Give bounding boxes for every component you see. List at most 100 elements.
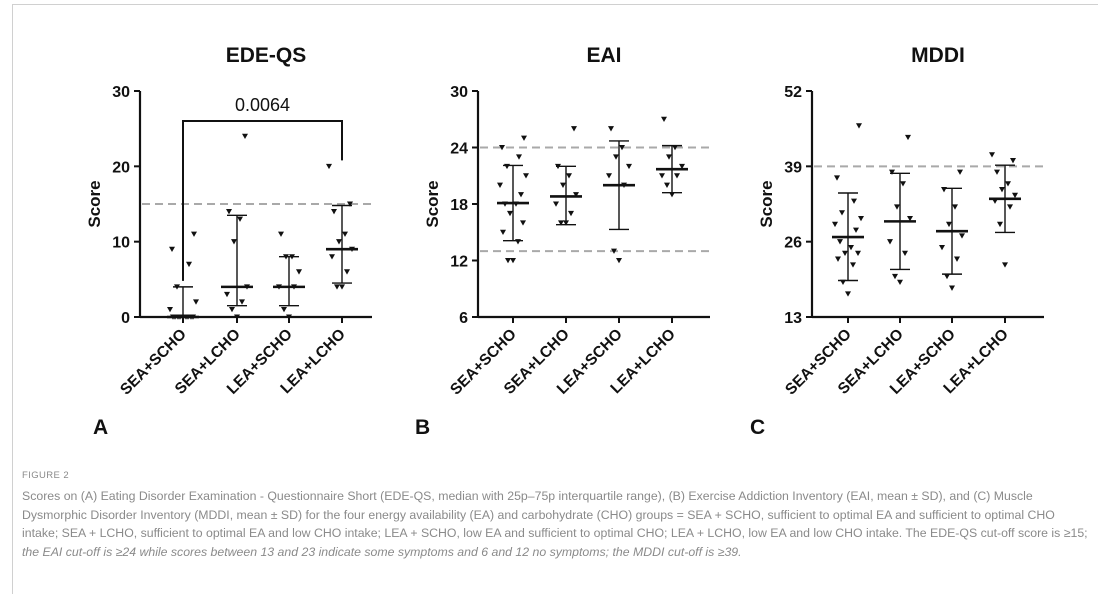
data-point: [666, 154, 672, 160]
y-axis-label: Score: [757, 180, 776, 227]
data-point: [521, 135, 527, 141]
data-point: [186, 261, 192, 268]
data-point: [242, 133, 248, 139]
data-point: [835, 256, 841, 262]
data-point: [957, 169, 963, 175]
y-tick-label: 26: [784, 235, 802, 252]
panel-label-A: A: [93, 416, 108, 439]
data-point: [674, 173, 680, 179]
data-point: [997, 221, 1003, 228]
data-point: [1007, 204, 1013, 210]
data-point: [842, 250, 848, 257]
data-point: [1002, 262, 1008, 268]
y-tick-label: 6: [459, 310, 468, 327]
data-point: [894, 204, 900, 210]
y-axis-label: Score: [423, 180, 442, 227]
data-point: [832, 221, 838, 228]
y-axis-label: Score: [85, 180, 104, 227]
y-tick-label: 39: [784, 159, 802, 176]
data-point: [286, 314, 292, 320]
data-point: [167, 306, 173, 313]
data-point: [169, 246, 175, 252]
data-point: [499, 145, 505, 151]
data-point: [568, 210, 574, 217]
data-point: [231, 239, 237, 245]
data-point: [281, 306, 287, 313]
data-point: [608, 126, 614, 132]
panel-title-C: MDDI: [911, 44, 965, 67]
figure-frame-top: [12, 4, 1098, 5]
panel-label-C: C: [750, 416, 765, 439]
y-tick-label: 52: [784, 84, 802, 101]
data-point: [613, 154, 619, 160]
figure-2-chart: EDE-QS0102030ScoreSEA+SCHOSEA+LCHOLEA+SC…: [85, 44, 1044, 439]
significance-p-value: 0.0064: [235, 95, 290, 115]
figure-frame-left: [12, 4, 13, 594]
data-point: [907, 215, 913, 222]
data-point: [858, 215, 864, 222]
data-point: [237, 216, 243, 222]
figure-caption: FIGURE 2 Scores on (A) Eating Disorder E…: [22, 470, 1090, 561]
y-tick-label: 30: [450, 84, 468, 101]
data-point: [347, 201, 353, 207]
data-point: [344, 269, 350, 275]
data-point: [520, 220, 526, 226]
data-point: [887, 239, 893, 245]
data-point: [339, 284, 345, 290]
data-point: [897, 279, 903, 286]
data-point: [558, 220, 564, 226]
data-point: [334, 284, 340, 290]
significance-bracket: [182, 120, 343, 281]
data-point: [856, 123, 862, 129]
data-point: [278, 231, 284, 237]
y-tick-label: 24: [450, 141, 468, 158]
data-point: [994, 169, 1000, 175]
caption-body: Scores on (A) Eating Disorder Examinatio…: [22, 489, 1088, 540]
y-tick-label: 30: [112, 84, 130, 101]
data-point: [1005, 181, 1011, 187]
data-point: [224, 291, 230, 298]
data-point: [669, 192, 675, 198]
data-point: [989, 152, 995, 158]
caption-italic: the EAI cut-off is ≥24 while scores betw…: [22, 544, 742, 559]
data-point: [672, 145, 678, 151]
data-point: [952, 204, 958, 210]
y-tick-label: 12: [450, 254, 468, 271]
data-point: [505, 258, 511, 264]
data-point: [939, 244, 945, 251]
data-point: [855, 250, 861, 257]
panel-label-B: B: [415, 416, 430, 439]
data-point: [944, 273, 950, 280]
y-tick-label: 10: [112, 235, 130, 252]
data-point: [902, 250, 908, 257]
data-point: [504, 163, 510, 170]
panel-title-A: EDE-QS: [226, 44, 307, 67]
data-point: [296, 269, 302, 275]
data-point: [659, 173, 665, 179]
data-point: [560, 182, 566, 188]
y-tick-label: 18: [450, 197, 468, 214]
data-point: [848, 244, 854, 251]
data-point: [515, 239, 521, 245]
y-tick-label: 13: [784, 310, 802, 327]
data-point: [946, 221, 952, 228]
data-point: [523, 173, 529, 179]
data-point: [851, 198, 857, 204]
figure-caption-label: FIGURE 2: [22, 470, 70, 481]
data-point: [331, 209, 337, 215]
data-point: [853, 227, 859, 233]
data-point: [837, 239, 843, 245]
y-tick-label: 20: [112, 159, 130, 176]
data-point: [566, 173, 572, 179]
data-point: [326, 163, 332, 170]
data-point: [954, 256, 960, 262]
data-point: [571, 126, 577, 132]
data-point: [518, 192, 524, 198]
data-point: [626, 163, 632, 170]
data-point: [959, 233, 965, 239]
data-point: [999, 187, 1005, 193]
data-point: [336, 239, 342, 245]
data-point: [606, 173, 612, 179]
data-point: [892, 273, 898, 280]
data-point: [193, 299, 199, 305]
